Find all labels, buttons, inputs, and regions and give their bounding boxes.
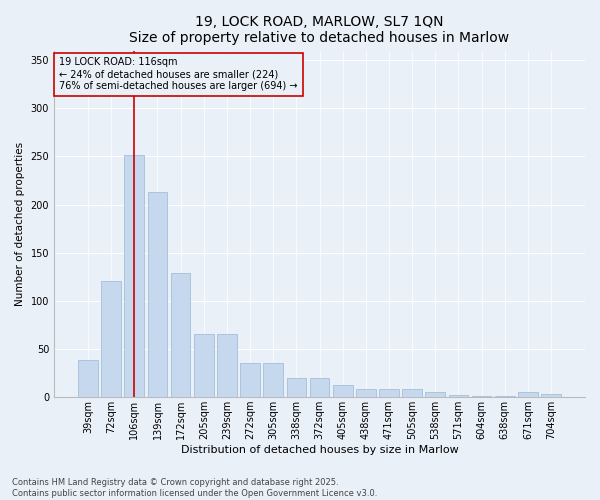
Bar — [310, 378, 329, 397]
Bar — [287, 378, 306, 397]
Bar — [124, 156, 144, 397]
Bar — [333, 384, 353, 397]
Bar — [240, 364, 260, 397]
Bar — [171, 273, 190, 397]
Bar — [541, 394, 561, 397]
Bar — [402, 388, 422, 397]
Bar — [148, 192, 167, 397]
Bar — [263, 364, 283, 397]
Bar — [495, 396, 515, 397]
Bar — [101, 280, 121, 397]
Text: 19 LOCK ROAD: 116sqm
← 24% of detached houses are smaller (224)
76% of semi-deta: 19 LOCK ROAD: 116sqm ← 24% of detached h… — [59, 58, 298, 90]
Title: 19, LOCK ROAD, MARLOW, SL7 1QN
Size of property relative to detached houses in M: 19, LOCK ROAD, MARLOW, SL7 1QN Size of p… — [130, 15, 509, 45]
Bar — [425, 392, 445, 397]
Bar — [194, 334, 214, 397]
Bar — [449, 395, 468, 397]
Bar — [356, 388, 376, 397]
X-axis label: Distribution of detached houses by size in Marlow: Distribution of detached houses by size … — [181, 445, 458, 455]
Bar — [78, 360, 98, 397]
Text: Contains HM Land Registry data © Crown copyright and database right 2025.
Contai: Contains HM Land Registry data © Crown c… — [12, 478, 377, 498]
Bar — [518, 392, 538, 397]
Bar — [472, 396, 491, 397]
Y-axis label: Number of detached properties: Number of detached properties — [15, 142, 25, 306]
Bar — [217, 334, 237, 397]
Bar — [379, 388, 399, 397]
